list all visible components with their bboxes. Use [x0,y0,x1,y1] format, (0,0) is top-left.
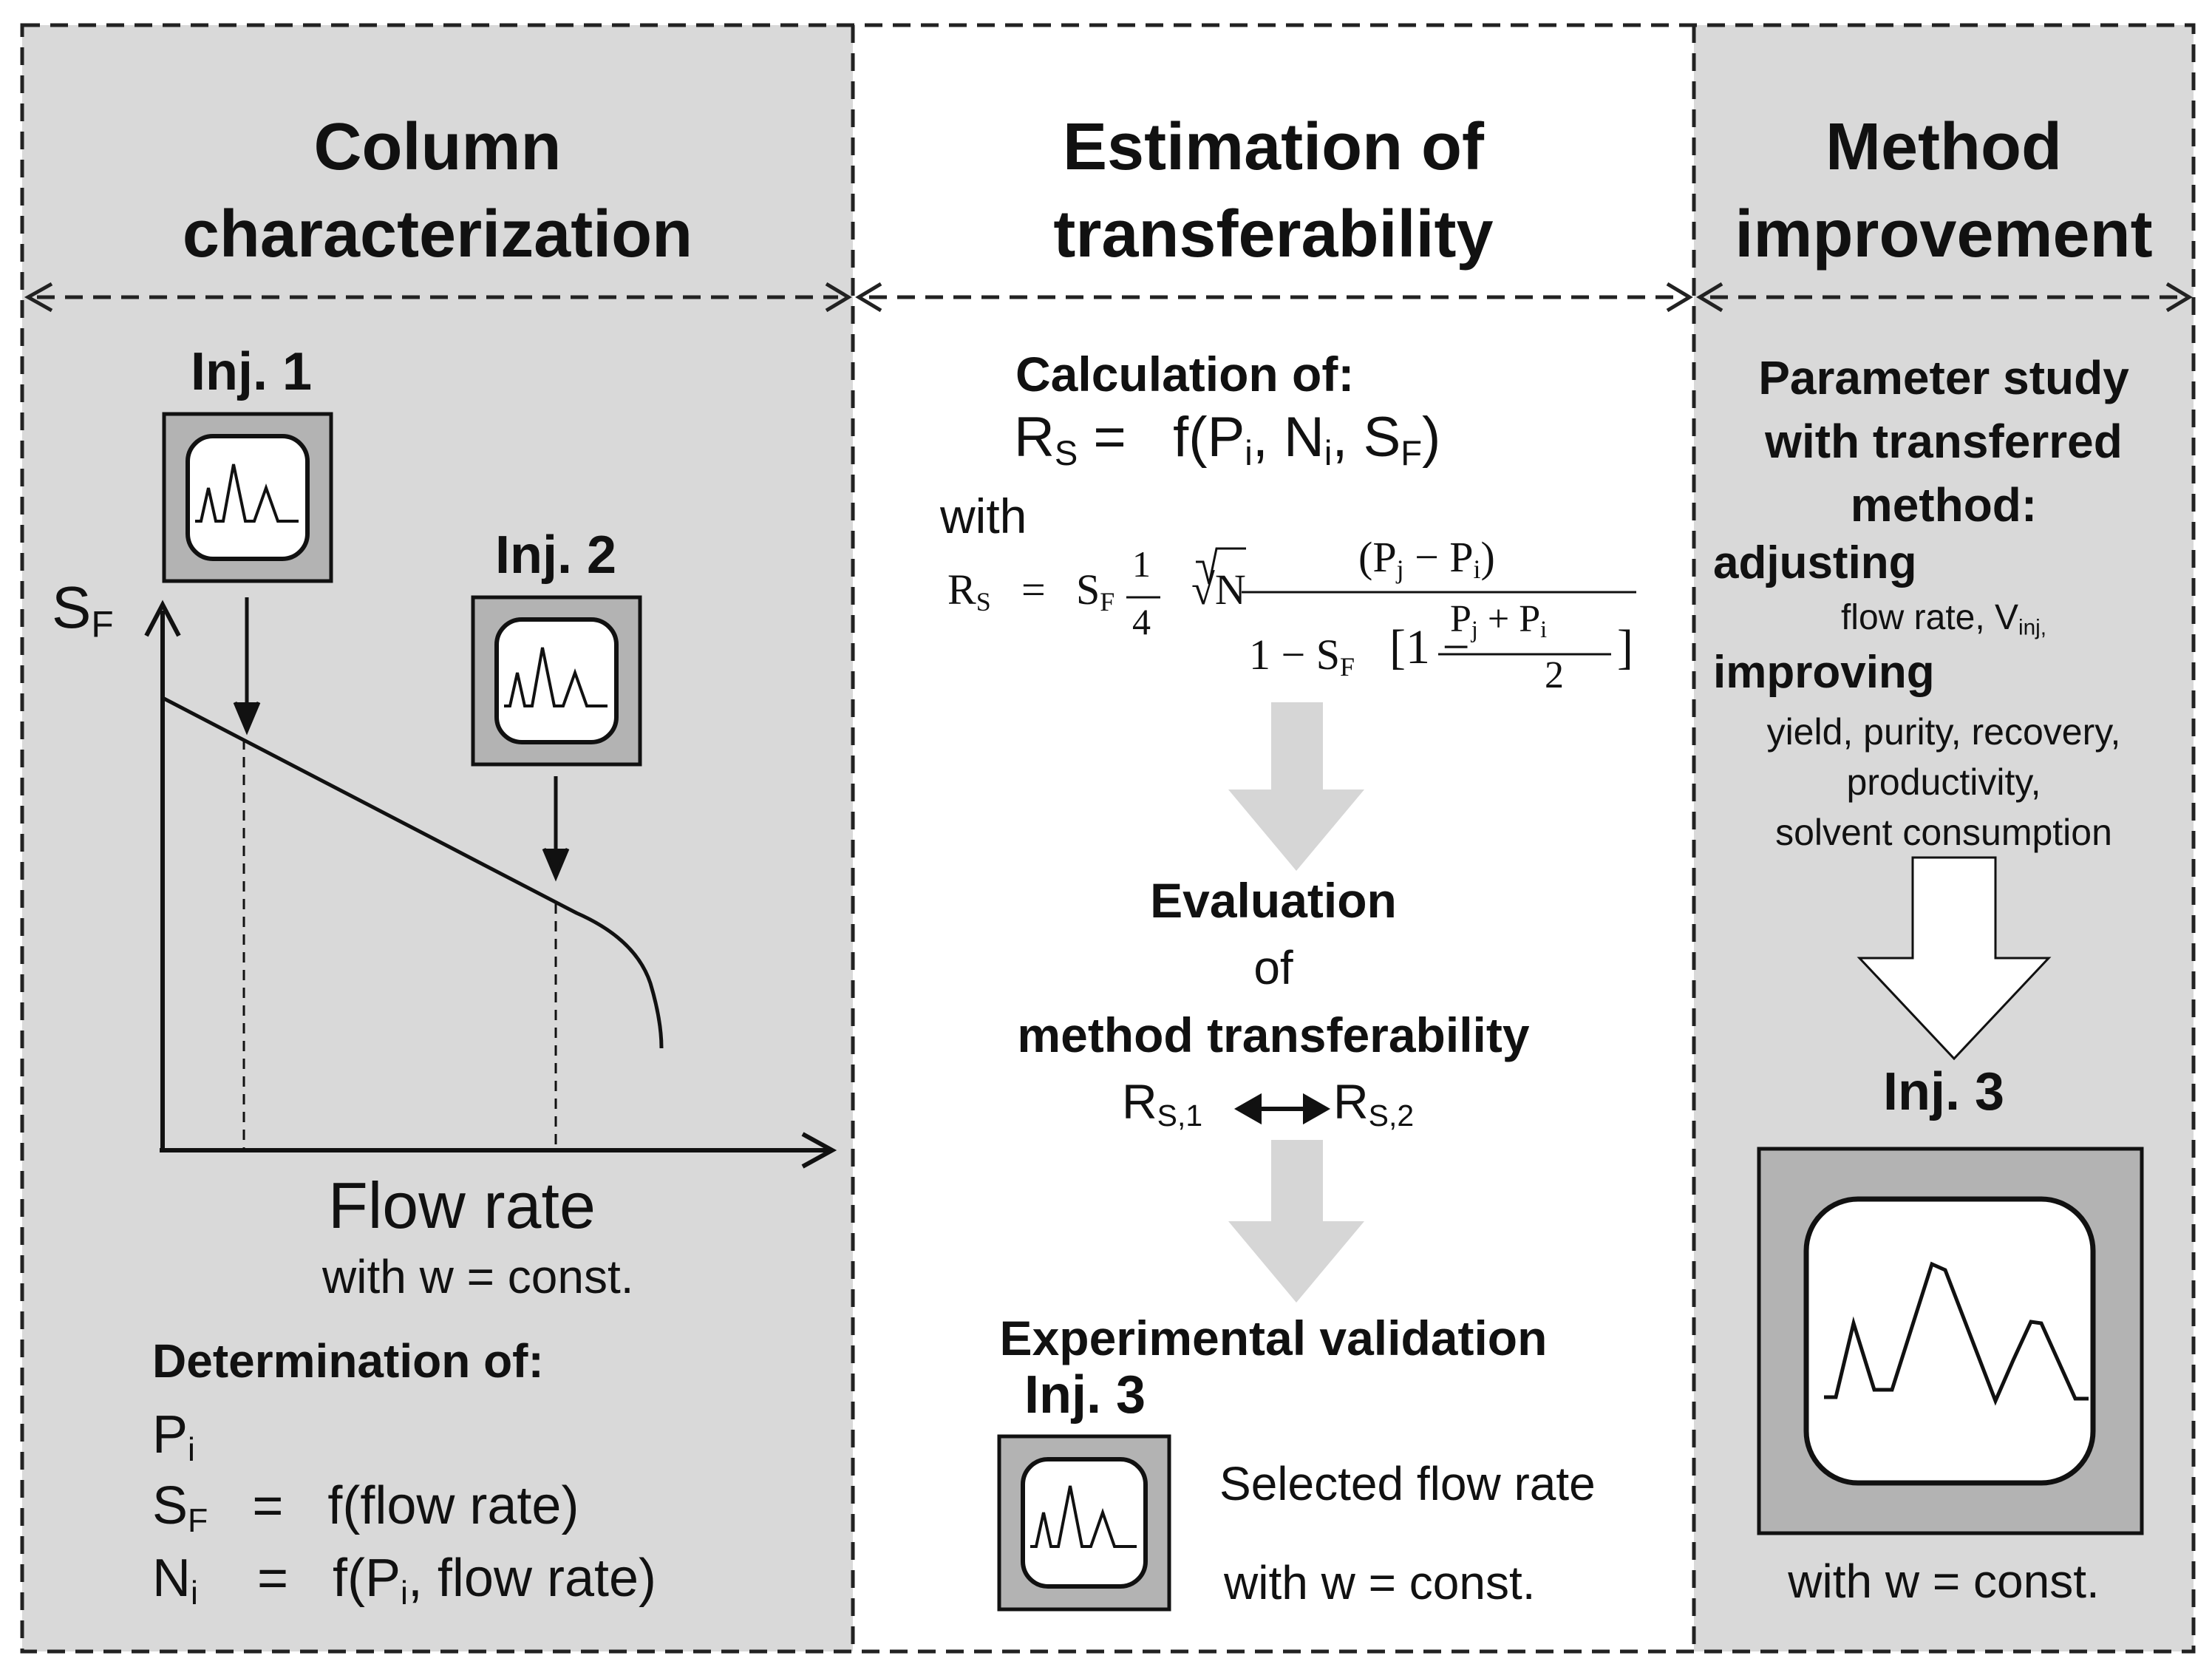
improve-line1: yield, purity, recovery, [1766,711,2121,753]
column-title-line1: Column [313,110,562,184]
calculation-heading: Calculation of: [1015,347,1355,401]
rs-function: RS = f(Pi, Ni, SF) [1014,406,1441,472]
improvement-w-const: with w = const. [1788,1555,2100,1608]
rs-double-arrow [1233,1093,1331,1125]
flow-arrows-gray [1228,702,1364,1303]
validation-w-const: with w = const. [1224,1556,1536,1609]
improve-line2: productivity, [1846,761,2041,803]
estimation-title-line2: transferability [1053,197,1494,271]
formula-inner-denominator: 2 [1545,654,1564,696]
param-line1: Parameter study [1758,351,2129,404]
inj2-pointer-head [542,848,570,882]
improving-items: yield, purity, recovery, productivity, s… [1694,707,2194,858]
det-sf: SF = f(flow rate) [152,1476,579,1540]
inj2-chromatogram-icon [471,595,642,767]
x-axis-label: Flow rate [328,1169,596,1242]
rs2-label: RS,2 [1333,1074,1415,1133]
det-pi: Pi [152,1405,195,1469]
formula-one: 1 [1132,543,1151,585]
inj3-large-chromatogram-icon [1757,1147,2144,1535]
parameter-study: Parameter study with transferred method: [1694,346,2194,537]
arrow-to-validation [1228,1140,1364,1303]
formula-sqrt-n: √N [1191,566,1246,614]
y-axis-arrowhead [144,600,181,637]
formula-bracket-open: [1 − [1389,620,1470,674]
estimation-title: Estimation of transferability [853,103,1694,278]
sf-flow-chart [144,597,837,1169]
improvement-title-line1: Method [1825,110,2062,184]
inj1-chromatogram-icon [162,412,333,583]
arrow-to-inj3 [1857,856,2052,1061]
evaluation-word: Evaluation [1150,873,1397,928]
improve-line3: solvent consumption [1775,812,2112,853]
adjusting-items: flow rate, Vinj, [1840,598,2047,640]
inj2-label: Inj. 2 [495,526,617,585]
inj3-large-label: Inj. 3 [1882,1062,2005,1121]
panel-borders [20,23,2196,1654]
formula-sf: SF [1076,566,1115,617]
column-title-line2: characterization [182,197,693,271]
improvement-title-line2: improvement [1735,197,2153,271]
improving-label: improving [1713,647,1935,698]
selected-flow-rate: Selected flow rate [1219,1457,1596,1510]
formula-lines [1126,547,1636,656]
inj3-small-chromatogram-icon [997,1434,1171,1612]
with-word: with [940,489,1027,543]
adjusting-label: adjusting [1713,537,1917,588]
column-title: Column characterization [22,103,853,278]
formula-numerator: (Pj − Pi) [1358,533,1495,584]
inj1-pointer-head [233,702,261,736]
formula-four: 4 [1132,601,1151,642]
method-transferability: method transferability [1017,1008,1530,1062]
determination-heading: Determination of: [152,1334,544,1388]
of-word: of [1253,941,1293,994]
formula-bracket-close: ] [1617,620,1633,674]
experimental-validation: Experimental validation [999,1311,1548,1365]
inj1-label: Inj. 1 [191,342,313,401]
y-axis-label: SF [52,574,114,645]
param-line3: method: [1850,478,2038,532]
inj3-small-label: Inj. 3 [1024,1365,1146,1425]
formula-denominator-a: 1 − SF [1249,631,1355,682]
rs1-label: RS,1 [1122,1074,1203,1133]
sf-curve [161,696,664,1049]
x-axis-arrowhead [801,1132,837,1169]
arrow-to-evaluation [1228,702,1364,871]
section-span-arrows [24,282,2193,313]
det-ni: Ni = f(Pi, flow rate) [152,1549,657,1612]
estimation-title-line1: Estimation of [1062,110,1484,184]
formula-equals: = [1021,566,1046,614]
formula-lhs: RS [947,566,991,617]
param-line2: with transferred [1765,415,2123,468]
x-axis-note: with w = const. [322,1250,634,1303]
formula-inner-numerator: Pj + Pi [1450,598,1548,643]
method-improvement-title: Method improvement [1694,103,2194,278]
